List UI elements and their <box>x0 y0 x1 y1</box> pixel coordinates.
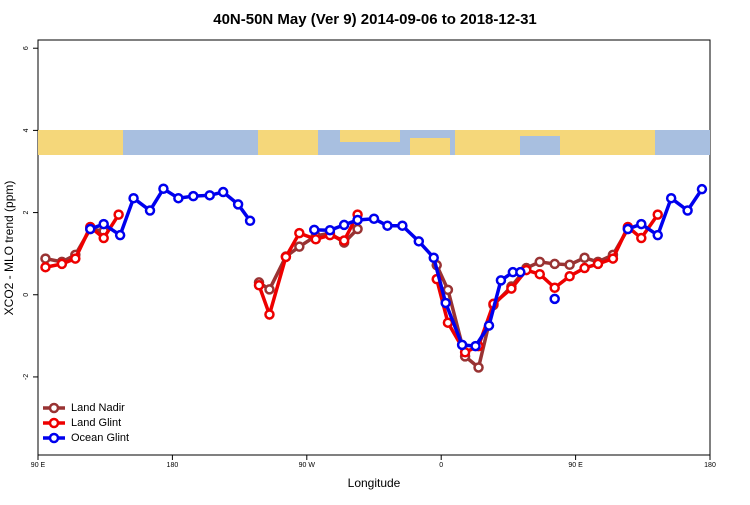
data-point <box>549 293 560 305</box>
legend-marker <box>48 402 60 414</box>
data-point <box>324 224 336 236</box>
x-tick-label: 90 E <box>568 462 583 469</box>
data-point <box>70 253 81 264</box>
series-line <box>89 186 704 348</box>
data-point <box>413 236 425 247</box>
data-point <box>368 213 380 224</box>
legend-label: Land Glint <box>71 417 121 429</box>
data-point <box>382 220 393 231</box>
data-point <box>428 252 439 264</box>
data-point <box>665 192 677 204</box>
x-tick-label: 0 <box>439 462 443 469</box>
series-line <box>45 227 630 371</box>
data-point <box>173 192 184 204</box>
y-tick-label: 6 <box>23 46 30 50</box>
data-point <box>564 271 575 282</box>
data-point <box>113 209 124 220</box>
data-point <box>352 214 363 226</box>
data-point <box>442 284 454 296</box>
data-point <box>253 280 265 291</box>
data-point <box>114 229 126 241</box>
data-point <box>579 262 590 274</box>
data-point <box>564 259 575 271</box>
legend-label: Ocean Glint <box>71 432 129 444</box>
data-point <box>40 261 51 273</box>
chart-title: 40N-50N May (Ver 9) 2014-09-06 to 2018-1… <box>213 11 537 28</box>
y-tick-label: 4 <box>23 128 30 132</box>
data-point <box>506 283 517 294</box>
x-tick-label: 90 W <box>299 462 316 469</box>
data-point <box>338 235 350 246</box>
data-point <box>397 220 408 231</box>
data-point <box>352 223 363 235</box>
data-point <box>483 320 495 331</box>
data-point <box>473 362 484 373</box>
data-point <box>549 282 560 294</box>
data-point <box>280 251 292 263</box>
data-point <box>294 227 305 239</box>
data-point <box>338 219 350 231</box>
data-point <box>592 258 604 270</box>
data-point <box>264 284 275 295</box>
data-point <box>579 252 590 264</box>
data-point <box>652 209 663 220</box>
data-point <box>534 256 546 268</box>
data-point <box>188 190 199 202</box>
y-tick-label: 0 <box>23 293 30 297</box>
data-point <box>636 232 647 244</box>
data-point <box>682 205 693 216</box>
data-point <box>217 186 229 198</box>
x-axis-label: Longitude <box>348 476 401 490</box>
data-point <box>622 223 634 235</box>
data-point <box>98 218 109 230</box>
data-point <box>456 339 468 351</box>
data-point <box>128 192 139 204</box>
data-point <box>85 223 96 235</box>
data-point <box>470 340 481 352</box>
data-point <box>144 205 156 216</box>
data-point <box>696 183 708 195</box>
y-axis-label: XCO2 - MLO trend (ppm) <box>2 181 16 316</box>
data-point <box>534 268 546 280</box>
data-point <box>636 218 647 230</box>
plot-frame <box>37 39 711 456</box>
x-tick-label: 180 <box>704 462 716 469</box>
legend-label: Land Nadir <box>71 402 125 414</box>
legend-marker <box>48 417 60 429</box>
map-strip <box>38 130 710 155</box>
data-point <box>309 224 320 236</box>
data-point <box>264 309 275 320</box>
x-tick-label: 90 E <box>31 462 46 469</box>
data-point <box>56 258 68 270</box>
data-point <box>607 253 619 264</box>
y-tick-label: -2 <box>23 374 30 380</box>
data-point <box>495 275 507 286</box>
data-point <box>652 229 663 241</box>
data-point <box>294 241 305 252</box>
legend-marker <box>48 432 60 444</box>
data-point <box>158 183 169 194</box>
data-point <box>549 258 560 270</box>
data-point <box>40 253 51 264</box>
data-point <box>440 297 451 309</box>
x-tick-label: 180 <box>167 462 179 469</box>
data-point <box>204 190 215 201</box>
data-point <box>244 215 256 227</box>
data-point <box>310 234 322 245</box>
data-point <box>232 199 244 210</box>
y-tick-label: 2 <box>23 211 30 215</box>
data-point <box>98 232 109 244</box>
data-point <box>515 266 526 278</box>
